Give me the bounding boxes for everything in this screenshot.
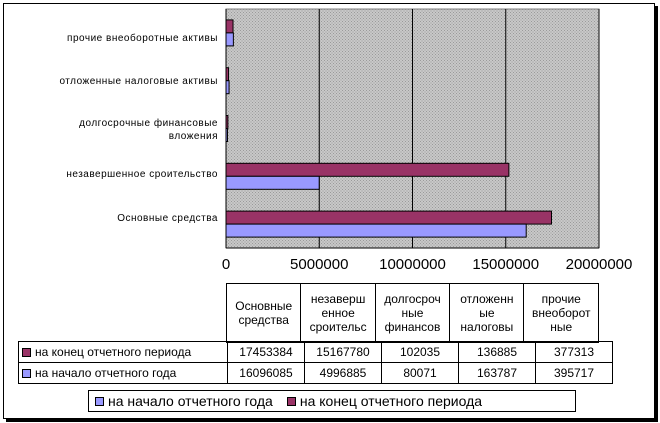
table-header-cell: прочие внеоборот ные (523, 283, 599, 343)
table-header-cell: незаверш енное сроительс (300, 283, 376, 343)
legend-label-end: на конец отчетного периода (299, 393, 483, 409)
bar-start-period (225, 80, 230, 95)
x-tick-label: 5000000 (290, 256, 349, 273)
bar-end-period (225, 162, 510, 177)
row-label-end: на конец отчетного периода (18, 341, 228, 363)
table-cell: 395717 (535, 362, 613, 384)
x-tick-label: 0 (221, 256, 231, 273)
bar-end-period (225, 210, 553, 225)
legend: на начало отчетного года на конец отчетн… (88, 390, 576, 412)
x-tick-label: 15000000 (472, 256, 540, 273)
table-header-row: Основные средства незаверш енное сроительс … (225, 283, 599, 343)
bar-end-period (225, 67, 230, 82)
table-cell: 15167780 (304, 341, 382, 363)
table-cell: 4996885 (304, 362, 382, 384)
bar-end-period (225, 19, 234, 34)
x-tick-label: 10000000 (379, 256, 446, 273)
category-label-fixed-assets: Основные средства (117, 213, 218, 224)
bar-start-period (225, 175, 320, 190)
legend-label-start: на начало отчетного года (108, 393, 273, 409)
bar-end-period (225, 115, 229, 129)
legend-item-start: на начало отчетного года (95, 393, 273, 409)
row-label-start-text: на начало отчетного года (35, 366, 177, 380)
row-label-start: на начало отчетного года (18, 362, 228, 384)
legend-swatch-start (95, 396, 104, 406)
series-start-swatch (22, 369, 31, 379)
row-label-end-text: на конец отчетного периода (35, 345, 192, 359)
table-cell: 377313 (535, 341, 613, 363)
table-header-cell: отложенн ые налоговы (449, 283, 525, 343)
values-table: на конец отчетного периода 17453384 1516… (18, 341, 613, 384)
series-end-swatch (22, 348, 31, 358)
table-cell: 163787 (458, 362, 536, 384)
table-row: на начало отчетного года 16096085 499688… (18, 362, 613, 384)
x-tick-label: 20000000 (565, 256, 633, 273)
table-cell: 80071 (381, 362, 459, 384)
bar-start-period (225, 128, 228, 142)
category-label-deferred-tax: отложенные налоговые активы (59, 76, 218, 87)
category-label-long-term-investments: долгосрочные финансовые вложения (79, 118, 218, 142)
bar-start-period (225, 223, 527, 238)
table-cell: 16096085 (227, 362, 305, 384)
table-header-cell: долгосроч ные финансов (374, 283, 451, 343)
bar-start-period (225, 32, 234, 47)
data-table: Основные средства незаверш енное сроительс … (225, 283, 599, 343)
table-cell: 102035 (381, 341, 459, 363)
legend-swatch-end (286, 396, 296, 406)
table-row: на конец отчетного периода 17453384 1516… (18, 341, 613, 363)
table-header-cell: Основные средства (225, 283, 302, 343)
category-label-construction: незавершенное сроительство (66, 169, 218, 180)
table-cell: 17453384 (227, 341, 305, 363)
table-cell: 136885 (458, 341, 536, 363)
legend-item-end: на конец отчетного периода (286, 393, 483, 409)
category-label-other: прочие внеоборотные активы (67, 33, 218, 44)
